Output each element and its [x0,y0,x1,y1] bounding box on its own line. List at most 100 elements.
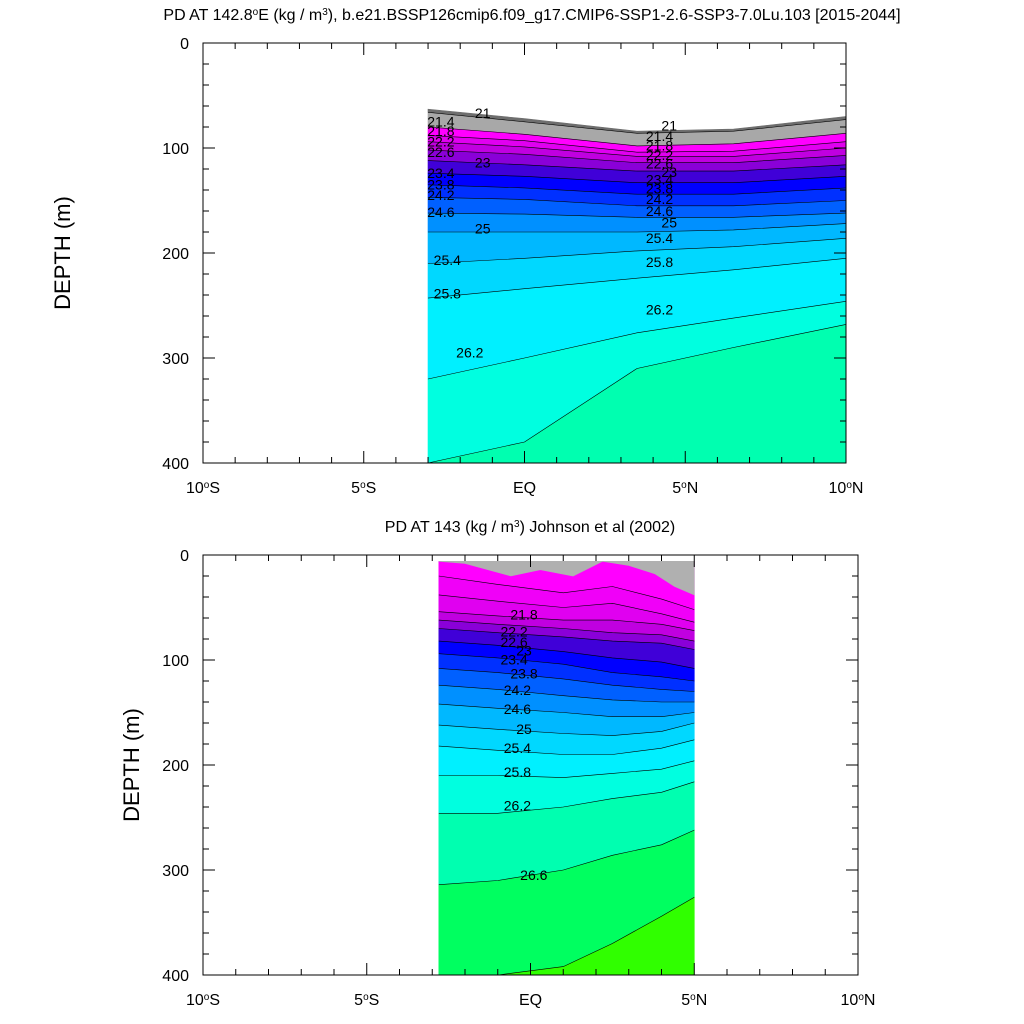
isopycnal-label: 23.4 [500,652,527,668]
isopycnal-label: 23.4 [646,171,673,187]
y-tick-label: 100 [162,141,189,158]
isopycnal-label: 21.8 [427,123,454,139]
isopycnal-line [438,594,695,623]
isopycnal-line [427,172,847,183]
observed-panel-title: PD AT 143 (kg / m3) Johnson et al (2002) [385,519,675,537]
isopycnal-label: 23.8 [510,665,537,681]
isopycnal-label: 23.4 [427,165,454,181]
isopycnal-label: 25.4 [646,230,673,246]
isopycnal-line [438,640,695,669]
isopycnal-label: 26.6 [520,867,547,883]
isopycnal-line [438,611,695,631]
isopycnal-label: 23.8 [427,177,454,193]
isopycnal-line [438,619,695,642]
isopycnal-label: 22.2 [427,134,454,150]
model-axis-ticks: 0 100 200 300 400 10oS 5oS EQ 5oN 10oN [162,36,863,497]
x-tick-label: 10oN [841,992,876,1010]
y-tick-label: 0 [180,36,189,53]
x-tick-label: 10oS [186,480,220,498]
isopycnal-label: 21 [475,105,491,121]
isopycnal-label: 24.6 [646,203,673,219]
x-tick-label: 10oN [829,480,864,498]
observed-density-panel: PD AT 143 (kg / m3) Johnson et al (2002)… [119,519,875,1010]
isopycnal-label: 24.2 [646,191,673,207]
isopycnal-label: 21.8 [646,138,673,154]
isopycnal-line [428,223,847,233]
isopycnal-line [438,739,695,755]
isopycnal-label: 24.6 [504,701,531,717]
isopycnal-label: 25.4 [434,252,461,268]
isopycnal-line [438,760,695,778]
x-tick-label: 10oS [186,992,220,1010]
model-contour-plot: 2121.421.822.222.62323.423.824.224.62525… [427,105,847,464]
isopycnal-line [427,301,847,380]
isopycnal-label: 22.6 [500,634,527,650]
model-y-axis-label: DEPTH (m) [50,196,75,310]
isopycnal-line [438,684,695,703]
isopycnal-label: 23 [475,155,491,171]
x-tick-label: 5oS [351,480,376,498]
y-tick-label: 100 [162,653,189,670]
x-tick-label: 5oS [354,992,379,1010]
isopycnal-label: 23 [516,642,532,658]
isopycnal-label: 22.6 [646,156,673,172]
y-tick-label: 0 [180,548,189,565]
isopycnal-line [427,197,847,207]
y-tick-label: 200 [162,758,189,775]
isopycnal-line [438,575,695,610]
isopycnal-line [427,112,847,134]
isopycnal-line [427,184,847,195]
isopycnal-label: 25.8 [504,764,531,780]
isopycnal-label: 24.6 [427,204,454,220]
observed-axis-ticks: 0 100 200 300 400 10oS 5oS EQ 5oN 10oN [162,548,875,1009]
isopycnal-label: 25 [475,221,491,237]
isopycnal-line [427,141,847,157]
isopycnal-label: 25.8 [646,254,673,270]
isopycnal-label: 21.8 [510,607,537,623]
isopycnal-label: 21.4 [646,128,673,144]
isopycnal-line [427,126,847,147]
x-tick-label: EQ [519,992,542,1009]
observed-y-axis-label: DEPTH (m) [119,708,144,822]
isopycnal-line [427,324,847,464]
isopycnal-label: 26.2 [456,345,483,361]
y-tick-label: 400 [162,456,189,473]
isopycnal-label: 25 [661,214,677,230]
isopycnal-label: 22.6 [427,144,454,160]
isopycnal-line [427,212,847,218]
isopycnal-line [438,668,695,692]
isopycnal-line [427,238,847,264]
model-density-panel: PD AT 142.8oE (kg / m3), b.e21.BSSP126cm… [50,7,901,498]
isopycnal-label: 22.2 [500,623,527,639]
y-tick-label: 400 [162,968,189,985]
isopycnal-label: 25.8 [434,286,461,302]
isopycnal-line [427,160,847,172]
y-tick-label: 300 [162,351,189,368]
isopycnal-label: 25.4 [504,740,531,756]
isopycnal-line [438,722,695,736]
missing-data-region [438,560,695,596]
isopycnal-label: 24.2 [504,682,531,698]
model-panel-title: PD AT 142.8oE (kg / m3), b.e21.BSSP126cm… [163,7,900,25]
x-tick-label: 5oN [681,992,707,1010]
x-tick-label: 5oN [672,480,698,498]
isopycnal-line [438,653,695,682]
isopycnal-label: 23 [661,164,677,180]
isopycnal-label: 26.2 [504,798,531,814]
isopycnal-label: 21.4 [427,114,454,130]
x-tick-label: EQ [513,480,536,497]
isopycnal-line [427,149,847,163]
isopycnal-label: 21 [661,118,677,134]
isopycnal-line [427,258,847,299]
y-tick-label: 300 [162,863,189,880]
isopycnal-line [427,135,847,153]
isopycnal-label: 26.2 [646,302,673,318]
isopycnal-label: 24.2 [427,187,454,203]
isopycnal-label: 25 [516,721,532,737]
isopycnal-line [438,829,695,885]
isopycnal-label: 22.2 [646,147,673,163]
isopycnal-label: 23.8 [646,181,673,197]
isopycnal-line [438,628,695,650]
